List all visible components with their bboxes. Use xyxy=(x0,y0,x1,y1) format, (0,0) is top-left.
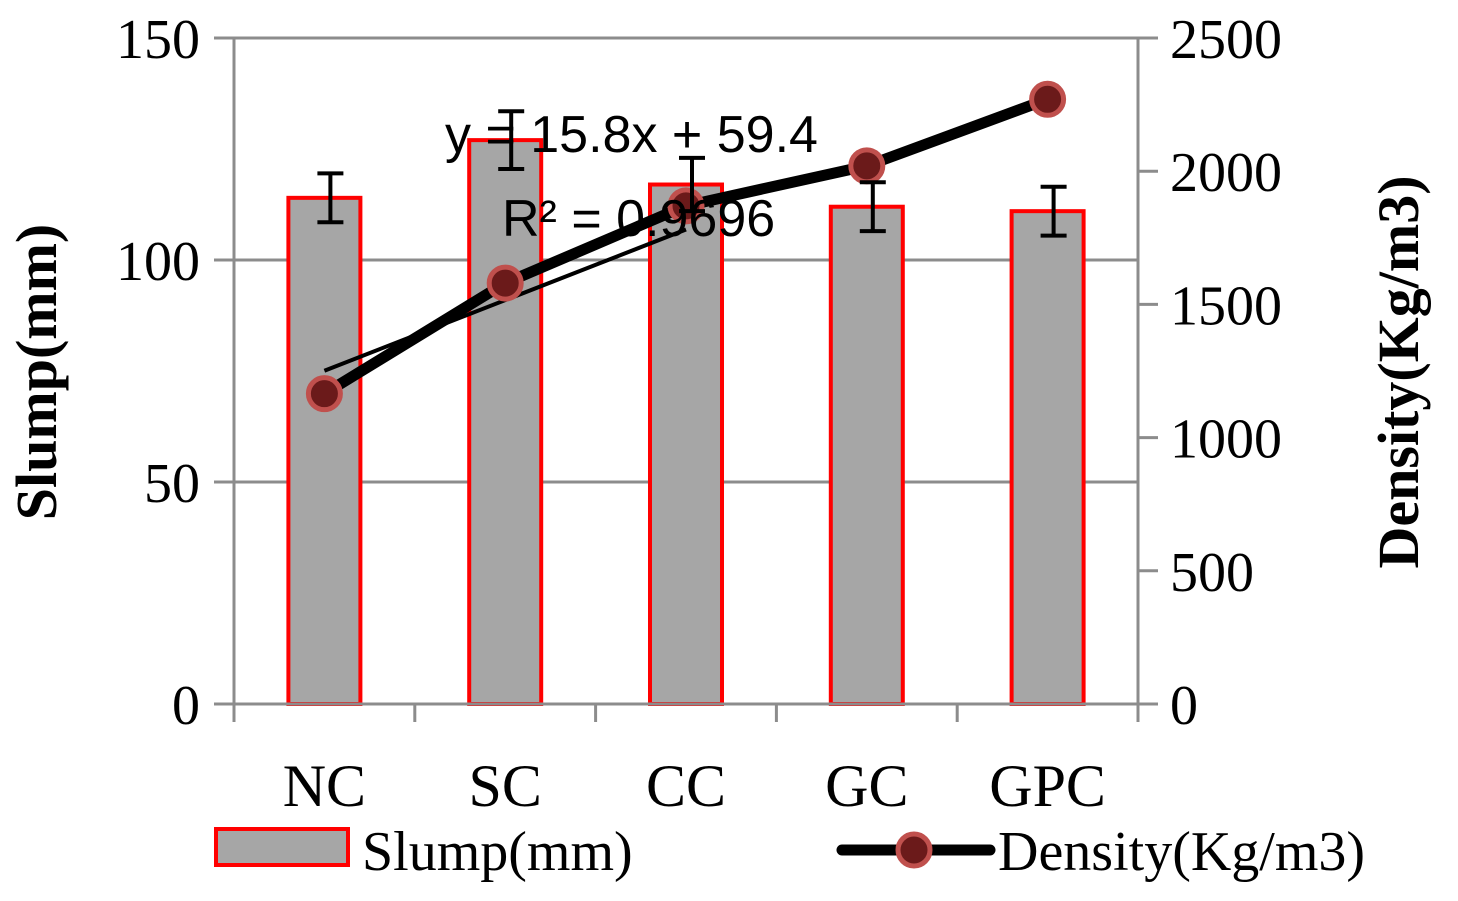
density-point-nc xyxy=(305,375,343,413)
legend-swatch-density-marker xyxy=(895,831,933,869)
legend-swatch-slump xyxy=(214,827,350,867)
right-tick-label: 2500 xyxy=(1170,9,1282,71)
left-axis-title: Slump(mm) xyxy=(4,224,69,520)
x-tick-label-gpc: GPC xyxy=(989,753,1106,819)
left-tick-label: 50 xyxy=(144,453,200,515)
bar-sc xyxy=(467,138,544,706)
x-tick-label-cc: CC xyxy=(646,753,726,819)
density-point-sc xyxy=(486,264,524,302)
bar-gc xyxy=(828,204,905,706)
right-axis-title: Density(Kg/m3) xyxy=(1366,175,1431,568)
x-tick-label-gc: GC xyxy=(825,753,908,819)
legend-label-density: Density(Kg/m3) xyxy=(998,821,1365,883)
right-tick-label: 1000 xyxy=(1170,409,1282,471)
trendline-r-squared: R² = 0.9696 xyxy=(502,190,775,248)
error-layer xyxy=(317,109,1067,238)
density-point-gpc xyxy=(1029,80,1067,118)
label-layer: Slump(mm) Density(Kg/m3) y = 15.8x + 59.… xyxy=(4,106,1431,569)
x-tick-label-nc: NC xyxy=(283,753,366,819)
left-tick-label: 0 xyxy=(172,675,200,737)
bar-nc xyxy=(286,195,363,706)
trendline-equation: y = 15.8x + 59.4 xyxy=(445,106,818,164)
left-tick-label: 150 xyxy=(116,9,200,71)
right-tick-label: 0 xyxy=(1170,675,1198,737)
bar-cc xyxy=(648,182,724,706)
legend: Slump(mm) Density(Kg/m3) xyxy=(214,821,1365,883)
bar-gpc xyxy=(1009,209,1086,706)
right-tick-label: 500 xyxy=(1170,542,1254,604)
legend-label-slump: Slump(mm) xyxy=(362,821,633,883)
density-point-gc xyxy=(848,147,886,185)
left-tick-label: 100 xyxy=(116,231,200,293)
line-layer xyxy=(305,80,1067,413)
right-tick-label: 2000 xyxy=(1170,142,1282,204)
x-tick-label-sc: SC xyxy=(469,753,542,819)
right-tick-label: 1500 xyxy=(1170,275,1282,337)
bar-layer xyxy=(286,138,1086,706)
